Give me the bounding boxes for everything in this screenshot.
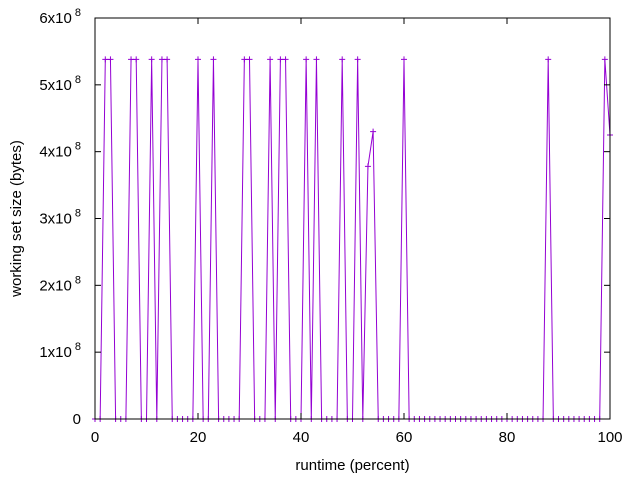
- data-point-marker: [128, 56, 135, 63]
- data-point-marker: [364, 163, 371, 170]
- y-tick-label: 2x10 8: [39, 274, 81, 294]
- data-point-marker: [148, 56, 155, 63]
- data-point-marker: [545, 56, 552, 63]
- y-tick-label: 0: [73, 411, 81, 428]
- data-point-marker: [401, 56, 407, 63]
- x-tick-label: 100: [597, 429, 622, 446]
- y-tick-label: 3x10 8: [39, 208, 81, 228]
- data-point-marker: [107, 56, 114, 63]
- y-axis-label: working set size (bytes): [8, 140, 25, 298]
- data-point-marker: [133, 56, 140, 63]
- y-tick-label: 4x10 8: [39, 141, 81, 161]
- data-point-marker: [241, 56, 248, 63]
- data-point-marker: [246, 56, 253, 63]
- data-point-marker: [267, 56, 274, 63]
- y-tick-label: 5x10 8: [39, 74, 81, 94]
- data-point-marker: [303, 56, 310, 63]
- x-tick-label: 80: [499, 429, 516, 446]
- data-point-marker: [354, 56, 361, 63]
- x-tick-label: 40: [293, 429, 310, 446]
- tick-layer: 0 20 40 60 80 100 0 1x10 8 2x10 8 3x10 8 4x10 8 5x10 8 6x…: [39, 7, 622, 446]
- data-point-marker: [370, 128, 377, 135]
- x-axis-label: runtime (percent): [295, 457, 409, 474]
- data-point-marker: [164, 56, 171, 63]
- y-tick-label: 1x10 8: [39, 341, 81, 361]
- data-point-marker: [210, 56, 217, 63]
- data-point-marker: [282, 56, 289, 63]
- data-point-marker: [313, 56, 320, 63]
- data-point-marker: [195, 56, 201, 63]
- x-tick-label: 0: [91, 429, 99, 446]
- data-point-marker: [158, 56, 165, 63]
- data-point-marker: [601, 56, 608, 63]
- data-point-marker: [277, 56, 284, 63]
- data-point-marker: [339, 56, 346, 63]
- data-point-marker: [102, 56, 109, 63]
- x-tick-label: 60: [396, 429, 413, 446]
- y-tick-label: 6x10 8: [39, 7, 81, 27]
- x-tick-label: 20: [190, 429, 207, 446]
